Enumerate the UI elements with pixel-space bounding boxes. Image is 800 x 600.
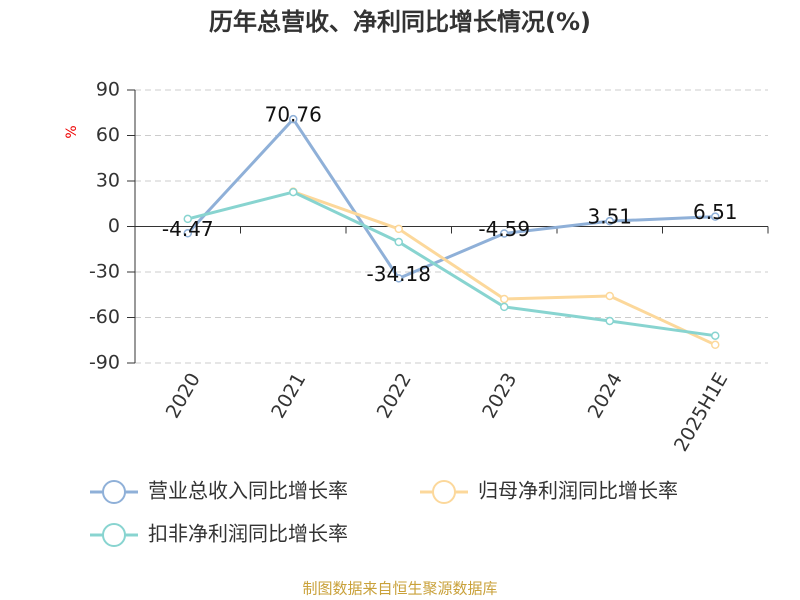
y-tick-label: -60 [89, 306, 120, 328]
data-point [605, 216, 614, 226]
x-tick-label: 2023 [478, 369, 521, 422]
data-label: -34.18 [367, 262, 431, 286]
data-label: 3.51 [587, 205, 632, 229]
legend-marker [102, 523, 126, 547]
y-tick-label: 60 [96, 124, 120, 146]
data-label: 6.51 [693, 200, 738, 224]
source-note: 制图数据来自恒生聚源数据库 [302, 580, 497, 598]
legend-label: 营业总收入同比增长率 [148, 479, 348, 503]
x-tick-label: 2021 [267, 369, 310, 422]
x-tick-label: 2020 [162, 369, 205, 422]
data-point [500, 294, 509, 304]
data-point [394, 237, 403, 247]
x-tick-label: 2024 [584, 369, 627, 422]
data-point [711, 340, 720, 350]
x-tick-label: 2022 [373, 369, 416, 422]
data-point [289, 187, 298, 197]
y-tick-label: -90 [89, 352, 120, 374]
legend-label: 扣非净利润同比增长率 [148, 522, 348, 546]
y-axis-label: % [64, 125, 80, 138]
data-label: -4.47 [162, 217, 214, 241]
series-line [187, 190, 716, 338]
y-tick-label: 30 [96, 170, 120, 192]
data-label: 70.76 [265, 103, 322, 127]
chart-title: 历年总营收、净利同比增长情况(%) [209, 8, 591, 36]
data-point [394, 224, 403, 234]
legend-marker [102, 480, 126, 504]
data-point [711, 331, 720, 340]
y-tick-label: 90 [96, 79, 120, 101]
data-point [711, 212, 720, 221]
data-label: -4.59 [478, 217, 530, 241]
legend-label: 归母净利润同比增长率 [478, 479, 678, 503]
series-line [292, 190, 716, 347]
legend-marker [432, 480, 456, 504]
data-point [394, 274, 403, 283]
data-point [289, 114, 298, 124]
series-line [186, 116, 716, 281]
x-tick-label: 2025H1E [670, 369, 732, 455]
y-tick-label: -30 [89, 261, 120, 283]
y-tick-label: 0 [108, 215, 120, 237]
data-point [183, 229, 192, 238]
data-point [605, 291, 614, 301]
data-point [605, 316, 614, 326]
data-point [500, 229, 509, 238]
data-point [500, 302, 509, 312]
data-point [183, 214, 192, 224]
